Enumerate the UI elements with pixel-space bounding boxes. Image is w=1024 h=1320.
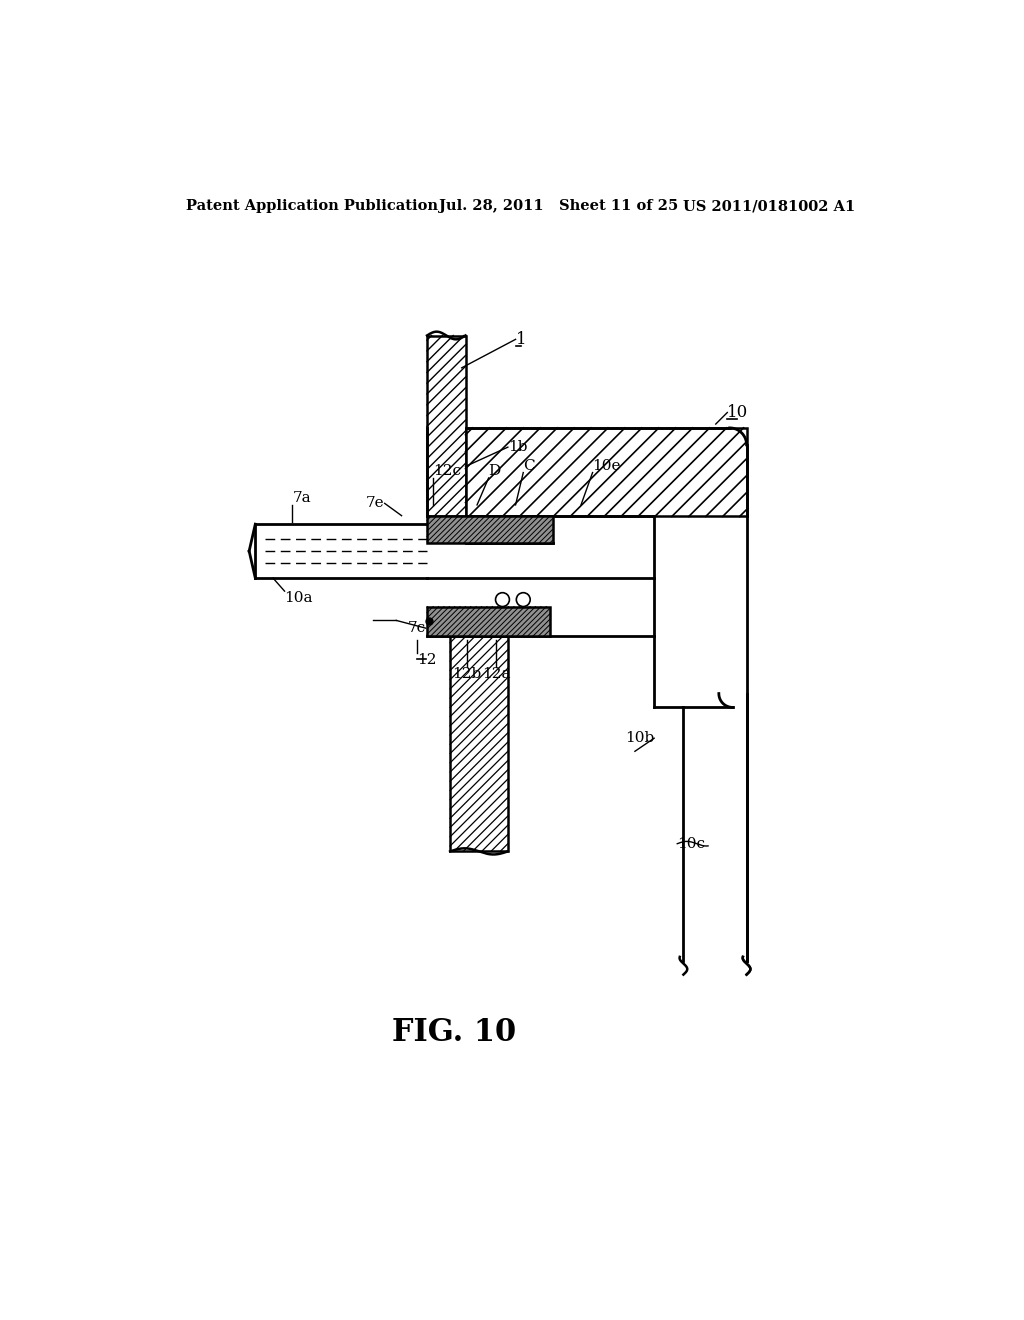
Text: FIG. 10: FIG. 10 — [392, 1016, 516, 1048]
Text: 12c: 12c — [433, 463, 461, 478]
Text: D: D — [488, 463, 501, 478]
Text: 7e: 7e — [366, 496, 385, 511]
Text: Jul. 28, 2011   Sheet 11 of 25: Jul. 28, 2011 Sheet 11 of 25 — [438, 199, 678, 213]
Text: C: C — [523, 458, 535, 473]
Text: 10b: 10b — [625, 731, 654, 746]
Text: 12: 12 — [417, 653, 436, 667]
Text: 7c: 7c — [408, 622, 425, 635]
Text: 10c: 10c — [677, 837, 706, 850]
Text: 12a: 12a — [482, 667, 511, 681]
Bar — [466, 428, 746, 516]
Text: 12b: 12b — [453, 667, 481, 681]
Bar — [451, 636, 508, 851]
Bar — [427, 335, 466, 516]
Text: 7a: 7a — [292, 491, 311, 506]
Text: 1: 1 — [515, 331, 526, 348]
Text: 10a: 10a — [285, 591, 313, 605]
Text: US 2011/0181002 A1: US 2011/0181002 A1 — [683, 199, 856, 213]
Text: 10: 10 — [727, 404, 749, 421]
Text: Patent Application Publication: Patent Application Publication — [186, 199, 438, 213]
Text: 10e: 10e — [593, 458, 622, 473]
Bar — [427, 607, 550, 636]
Bar — [427, 516, 553, 544]
Text: 1b: 1b — [508, 440, 527, 454]
